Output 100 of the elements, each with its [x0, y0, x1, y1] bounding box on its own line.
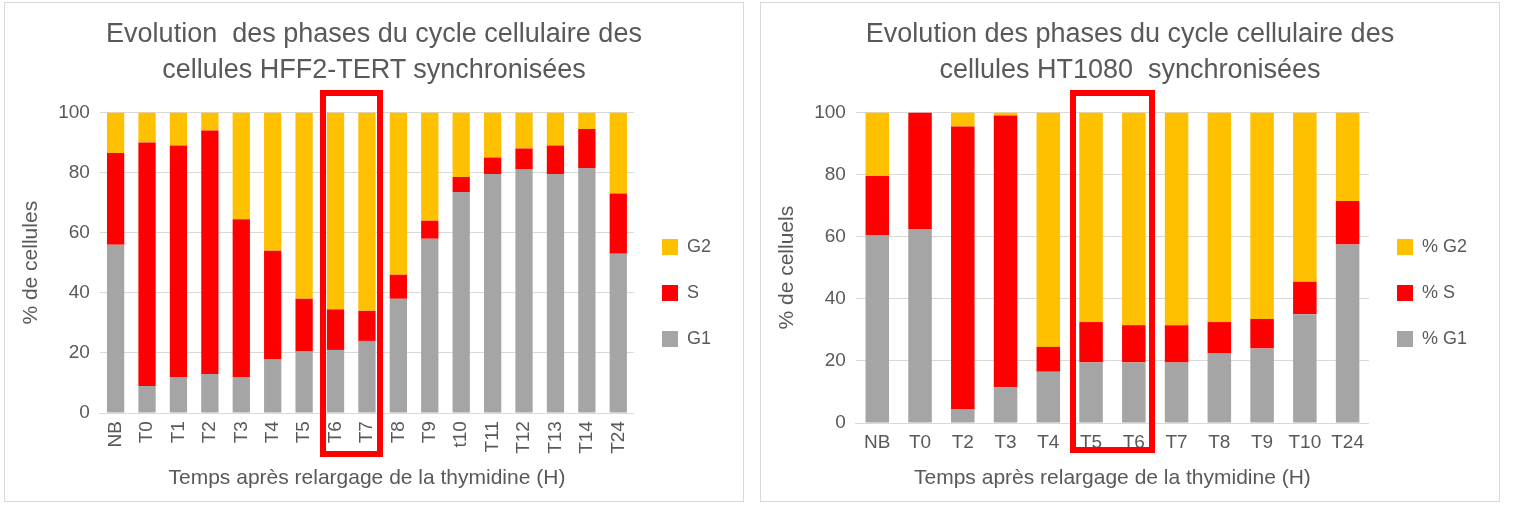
- y-tick-label: 80: [824, 162, 846, 184]
- bar: [1079, 112, 1103, 323]
- legend-label: % S: [1421, 281, 1455, 302]
- bar: [264, 112, 282, 251]
- x-tick-label: T3: [994, 430, 1017, 452]
- chart-title: Evolution des phases du cycle cellulaire des cellules HFF2-TERT synchronisées: [105, 17, 643, 86]
- bar: [1250, 348, 1274, 423]
- bar: [908, 228, 932, 423]
- bar: [951, 126, 975, 410]
- bar: [106, 244, 125, 413]
- x-tick-label: T11: [480, 421, 502, 453]
- legend-label: S: [686, 281, 699, 302]
- bar: [1122, 362, 1146, 423]
- bar: [232, 376, 250, 413]
- y-axis-title: % de celluels: [774, 205, 798, 330]
- bar: [389, 298, 407, 413]
- bar: [201, 373, 219, 413]
- y-tick-label: 100: [814, 100, 846, 122]
- bar: [138, 386, 156, 413]
- bar: [609, 193, 627, 254]
- x-axis-title: Temps après relargage de la thymidine (H): [914, 465, 1311, 489]
- y-axis-title: % de cellules: [18, 200, 42, 325]
- bar: [1036, 112, 1061, 347]
- bar: [865, 112, 890, 177]
- bar: [483, 157, 502, 175]
- bar: [515, 169, 533, 413]
- x-tick-label: T4: [1037, 430, 1060, 452]
- bar: [1164, 112, 1189, 326]
- bar: [138, 142, 156, 386]
- bar: [951, 112, 975, 127]
- bar: [578, 128, 596, 169]
- chart-title: Evolution des phases du cycle cellulaire des cellules HT1080 synchronisées: [864, 17, 1396, 86]
- x-tick-label: T1: [166, 421, 188, 444]
- bar: [1079, 362, 1103, 423]
- bar: [865, 176, 890, 236]
- bar: [389, 112, 407, 275]
- x-tick-label: T4: [260, 420, 282, 444]
- bar: [452, 192, 470, 413]
- bar: [1335, 112, 1360, 201]
- x-tick-label: T8: [386, 421, 408, 444]
- bar: [106, 112, 125, 153]
- x-tick-label: T3: [229, 421, 251, 444]
- bar: [1293, 112, 1317, 282]
- bar: [1122, 112, 1146, 326]
- bar: [169, 112, 188, 146]
- bar: [993, 112, 1018, 116]
- bar: [295, 351, 313, 413]
- bar: [609, 112, 627, 194]
- y-tick-label: 80: [68, 160, 90, 182]
- bar: [1036, 346, 1061, 372]
- x-tick-label: T8: [1208, 430, 1231, 452]
- bar: [421, 112, 439, 221]
- bar: [908, 112, 932, 229]
- bar: [1207, 112, 1232, 323]
- x-tick-label: T0: [135, 421, 157, 444]
- bar: [1164, 362, 1189, 423]
- bar: [295, 298, 313, 352]
- bar: [1036, 371, 1061, 423]
- bar: [232, 112, 250, 220]
- bar: [515, 148, 533, 170]
- bar: [578, 112, 596, 129]
- bar: [264, 358, 282, 413]
- bar: [138, 112, 156, 143]
- y-tick-label: 0: [835, 411, 846, 433]
- x-tick-label: T0: [908, 430, 932, 452]
- y-tick-label: 60: [824, 224, 846, 246]
- bar: [546, 145, 565, 175]
- y-tick-label: 0: [79, 401, 90, 423]
- y-tick-label: 100: [58, 100, 90, 122]
- x-tick-label: T2: [951, 430, 974, 452]
- bar: [264, 250, 282, 359]
- bar: [232, 219, 250, 377]
- y-tick-label: 40: [68, 281, 90, 303]
- y-tick-label: 60: [68, 220, 90, 242]
- legend-label: % G2: [1421, 235, 1468, 256]
- bar: [515, 112, 533, 149]
- bar: [578, 168, 596, 413]
- bar: [865, 235, 890, 423]
- x-tick-label: T9: [418, 421, 440, 444]
- x-tick-label: T5: [292, 421, 314, 444]
- bar: [1293, 314, 1317, 423]
- bar: [326, 112, 345, 310]
- legend-label: G2: [686, 235, 711, 256]
- bar: [1164, 325, 1189, 363]
- bar: [1207, 322, 1232, 354]
- bar: [1250, 318, 1274, 349]
- bar: [993, 387, 1018, 423]
- bar: [1079, 322, 1103, 363]
- bar: [326, 309, 345, 350]
- bar: [1335, 200, 1360, 245]
- bar: [452, 177, 470, 193]
- bar: [201, 112, 219, 131]
- bar: [169, 376, 188, 413]
- x-tick-label: T10: [1288, 430, 1322, 452]
- x-tick-label: T14: [575, 420, 597, 454]
- x-tick-label: T12: [512, 421, 534, 454]
- x-axis-title: Temps après relargage de la thymidine (H): [168, 465, 566, 489]
- x-tick-label: T24: [606, 420, 628, 454]
- x-tick-label: T24: [1331, 430, 1365, 452]
- bar: [201, 130, 219, 374]
